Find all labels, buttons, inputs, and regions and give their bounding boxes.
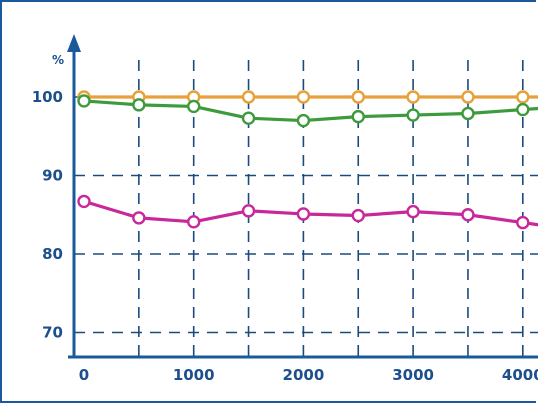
- data-point: [132, 211, 146, 225]
- data-point: [351, 208, 365, 223]
- x-tick-label: 2000: [283, 366, 325, 384]
- data-point: [296, 90, 311, 104]
- data-point: [516, 102, 530, 117]
- data-point: [77, 94, 91, 108]
- series-line-2: [83, 99, 538, 123]
- data-point: [296, 207, 311, 221]
- data-point: [241, 111, 256, 125]
- x-tick-label: 4000: [502, 366, 538, 384]
- y-axis-arrow: [67, 34, 81, 52]
- data-point: [186, 99, 201, 114]
- data-point: [77, 194, 91, 209]
- data-point: [516, 90, 530, 104]
- data-point: [351, 90, 365, 104]
- data-point: [406, 204, 420, 219]
- data-point: [241, 90, 256, 104]
- data-point: [241, 204, 256, 218]
- axes: [67, 34, 538, 359]
- x-tick-label: 3000: [392, 366, 434, 384]
- data-point: [461, 106, 475, 121]
- y-tick-label: 100: [32, 88, 63, 106]
- data-point: [461, 90, 475, 104]
- x-tick-label: 1000: [173, 366, 215, 384]
- data-point: [186, 215, 201, 229]
- y-tick-label: 80: [42, 245, 63, 263]
- tick-labels: 70 80 90 100% 0 1000 2000 3000 4000: [32, 53, 538, 384]
- series-line-3: [83, 199, 538, 227]
- y-tick-label: 90: [42, 167, 63, 185]
- data-point: [406, 108, 420, 122]
- y-tick-label: 70: [42, 324, 63, 342]
- data-point: [461, 208, 475, 222]
- data-point: [516, 215, 530, 230]
- y-axis-unit-label: %: [52, 53, 64, 67]
- data-point: [406, 90, 420, 104]
- data-point: [351, 109, 365, 124]
- series-group: [77, 90, 538, 230]
- data-point: [296, 113, 311, 128]
- x-tick-label: 0: [79, 366, 89, 384]
- data-point: [132, 98, 146, 112]
